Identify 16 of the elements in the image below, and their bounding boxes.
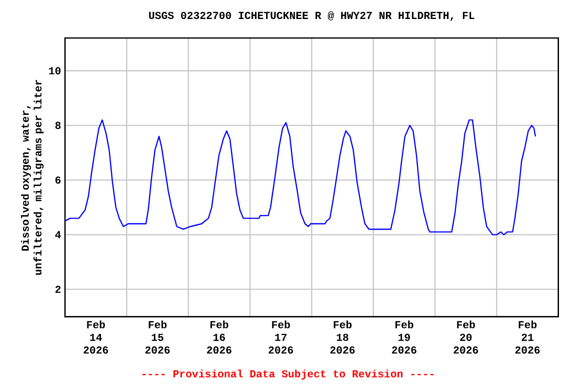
x-tick-label: Feb 16 2026 bbox=[207, 320, 232, 354]
x-tick-label: Feb 19 2026 bbox=[392, 320, 416, 354]
y-axis-title: Dissolved oxygen, water, unfiltered, milligrams per liter bbox=[21, 80, 44, 275]
x-tick-label: Feb 18 2026 bbox=[330, 320, 355, 354]
x-tick-label: Feb 15 2026 bbox=[145, 320, 170, 354]
x-tick-label: Feb 20 2026 bbox=[454, 320, 478, 354]
y-tick-label: 2 bbox=[55, 286, 61, 293]
x-tick-label: Feb 14 2026 bbox=[84, 320, 108, 354]
y-tick-label: 10 bbox=[49, 67, 61, 74]
y-tick-label: 8 bbox=[55, 122, 61, 130]
text: ---- Provisional Data Subject to Revision ---- bbox=[142, 370, 434, 380]
x-tick-label: Feb 21 2026 bbox=[515, 320, 540, 354]
y-tick-label: 4 bbox=[55, 231, 61, 238]
y-tick-label: 6 bbox=[55, 176, 61, 184]
chart-title: USGS 02322700 ICHETUCKNEE R @ HWY27 NR HILDRETH, FL bbox=[149, 11, 474, 21]
x-tick-label: Feb 17 2026 bbox=[268, 320, 294, 354]
